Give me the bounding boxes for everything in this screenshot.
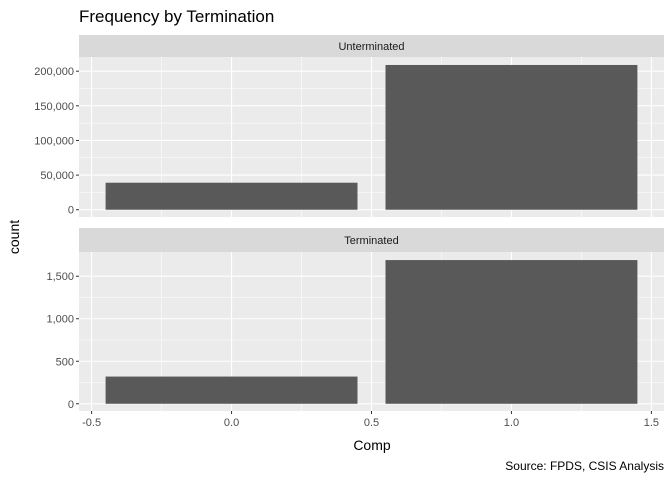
x-tick-label: 0.0 [224,417,239,429]
x-tick-label: 1.5 [644,417,659,429]
panel-terminated: Terminated 0 500 1,000 1,500 [46,228,664,411]
bar [385,260,638,404]
chart-caption: Source: FPDS, CSIS Analysis [505,459,664,473]
facet-strip [79,35,664,57]
bar [385,64,638,210]
bar [105,376,358,404]
y-tick-label: 150,000 [34,101,74,113]
y-tick-label: 0 [68,205,74,217]
y-axis-title: count [6,220,22,254]
facet-strip [79,228,664,252]
y-tick-label: 1,500 [46,271,74,283]
x-axis: -0.5 0.0 0.5 1.0 1.5 [82,411,659,429]
x-tick-label: 0.5 [364,417,379,429]
x-tick-label: 1.0 [504,417,519,429]
facet-strip-label: Terminated [344,235,398,247]
bar [105,182,358,210]
y-tick-label: 0 [68,399,74,411]
chart-title: Frequency by Termination [79,7,274,26]
y-tick-label: 500 [56,356,74,368]
y-tick-label: 50,000 [40,170,74,182]
y-tick-label: 1,000 [46,314,74,326]
x-axis-title: Comp [353,437,391,453]
y-tick-label: 100,000 [34,135,74,147]
x-tick-label: -0.5 [82,417,101,429]
panel-unterminated: Unterminated 0 50,000 100,000 150,000 200,000 [34,35,664,217]
facet-strip-label: Unterminated [338,41,404,53]
facet-panels: Unterminated 0 50,000 100,000 150,000 200,000… [34,35,664,411]
y-tick-label: 200,000 [34,66,74,78]
